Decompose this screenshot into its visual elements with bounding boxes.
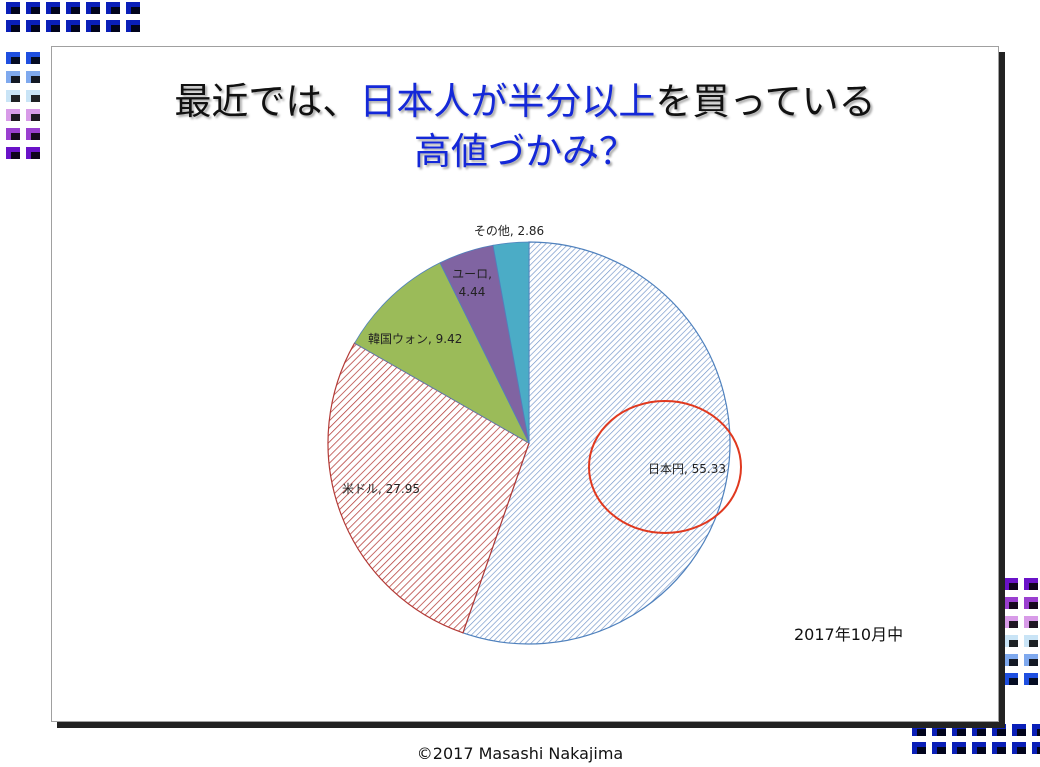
decoration-square bbox=[972, 742, 986, 754]
decoration-square bbox=[26, 128, 40, 140]
decoration-square bbox=[1024, 654, 1038, 666]
decoration-square bbox=[26, 147, 40, 159]
decoration-square bbox=[1032, 724, 1040, 736]
title-part-1: 最近では、 bbox=[174, 80, 360, 123]
decoration-square bbox=[86, 2, 100, 14]
decoration-square bbox=[6, 52, 20, 64]
decoration-square bbox=[1004, 635, 1018, 647]
slide-title: 最近では、日本人が半分以上を買っている 高値づかみ？ bbox=[52, 77, 998, 177]
decoration-square bbox=[1012, 742, 1026, 754]
decoration-square bbox=[1004, 616, 1018, 628]
decoration-square bbox=[46, 2, 60, 14]
decoration-square bbox=[6, 2, 20, 14]
title-part-3: を買っている bbox=[655, 80, 876, 123]
decoration-square bbox=[992, 742, 1006, 754]
decoration-square bbox=[1004, 597, 1018, 609]
pie-slice-2 bbox=[327, 342, 530, 634]
slice-label-4-value: 4.44 bbox=[459, 285, 486, 299]
decoration-square bbox=[1024, 578, 1038, 590]
decoration-square bbox=[26, 109, 40, 121]
decoration-square bbox=[992, 724, 1006, 736]
decoration-square bbox=[932, 724, 946, 736]
decoration-square bbox=[46, 20, 60, 32]
decoration-square bbox=[106, 2, 120, 14]
pie-slice-1 bbox=[462, 241, 731, 645]
decoration-square bbox=[126, 20, 140, 32]
decoration-square bbox=[26, 20, 40, 32]
decoration-square bbox=[66, 2, 80, 14]
decoration-square bbox=[972, 724, 986, 736]
decoration-square bbox=[1012, 724, 1026, 736]
slice-label-5: その他, 2.86 bbox=[474, 224, 544, 238]
decoration-square bbox=[6, 20, 20, 32]
slide: 最近では、日本人が半分以上を買っている 高値づかみ？ 日本円, 55.33 米ドル… bbox=[51, 46, 999, 722]
decoration-square bbox=[1032, 742, 1040, 754]
decoration-square bbox=[1004, 578, 1018, 590]
decoration-square bbox=[6, 71, 20, 83]
decoration-square bbox=[86, 20, 100, 32]
copyright-text: ©2017 Masashi Nakajima bbox=[416, 744, 624, 763]
pie-slice-5 bbox=[492, 241, 530, 444]
decoration-square bbox=[1024, 616, 1038, 628]
decoration-square bbox=[26, 90, 40, 102]
pie-chart: 日本円, 55.33 米ドル, 27.95 韓国ウォン, 9.42 ユーロ, 4.44 そ… bbox=[327, 224, 742, 645]
slice-label-3: 韓国ウォン, 9.42 bbox=[368, 332, 462, 346]
pie-slice-3 bbox=[354, 262, 530, 444]
decoration-square bbox=[26, 2, 40, 14]
decoration-square bbox=[6, 147, 20, 159]
slice-label-2: 米ドル, 27.95 bbox=[342, 482, 420, 496]
decoration-square bbox=[912, 742, 926, 754]
decoration-square bbox=[6, 128, 20, 140]
decoration-square bbox=[106, 20, 120, 32]
decoration-square bbox=[1024, 673, 1038, 685]
decoration-square bbox=[952, 724, 966, 736]
decoration-square bbox=[1004, 673, 1018, 685]
slice-label-1: 日本円, 55.33 bbox=[648, 462, 726, 476]
decoration-square bbox=[66, 20, 80, 32]
slice-label-4: ユーロ, bbox=[452, 267, 492, 281]
decoration-square bbox=[952, 742, 966, 754]
decoration-square bbox=[126, 2, 140, 14]
decoration-square bbox=[6, 109, 20, 121]
decoration-square bbox=[1024, 597, 1038, 609]
decoration-square bbox=[26, 71, 40, 83]
decoration-squares-top-left bbox=[6, 2, 140, 32]
decoration-square bbox=[912, 724, 926, 736]
title-part-2: 日本人が半分以上 bbox=[359, 80, 656, 123]
date-label: 2017年10月中 bbox=[794, 625, 904, 644]
decoration-square bbox=[6, 90, 20, 102]
decoration-squares-bottom-right bbox=[912, 724, 1040, 754]
decoration-squares-left-column bbox=[6, 52, 40, 159]
highlight-circle bbox=[588, 400, 742, 534]
title-line-2: 高値づかみ？ bbox=[414, 130, 636, 173]
decoration-square bbox=[1024, 635, 1038, 647]
decoration-square bbox=[1004, 654, 1018, 666]
decoration-square bbox=[26, 52, 40, 64]
decoration-squares-right-column bbox=[1004, 578, 1038, 685]
decoration-square bbox=[932, 742, 946, 754]
